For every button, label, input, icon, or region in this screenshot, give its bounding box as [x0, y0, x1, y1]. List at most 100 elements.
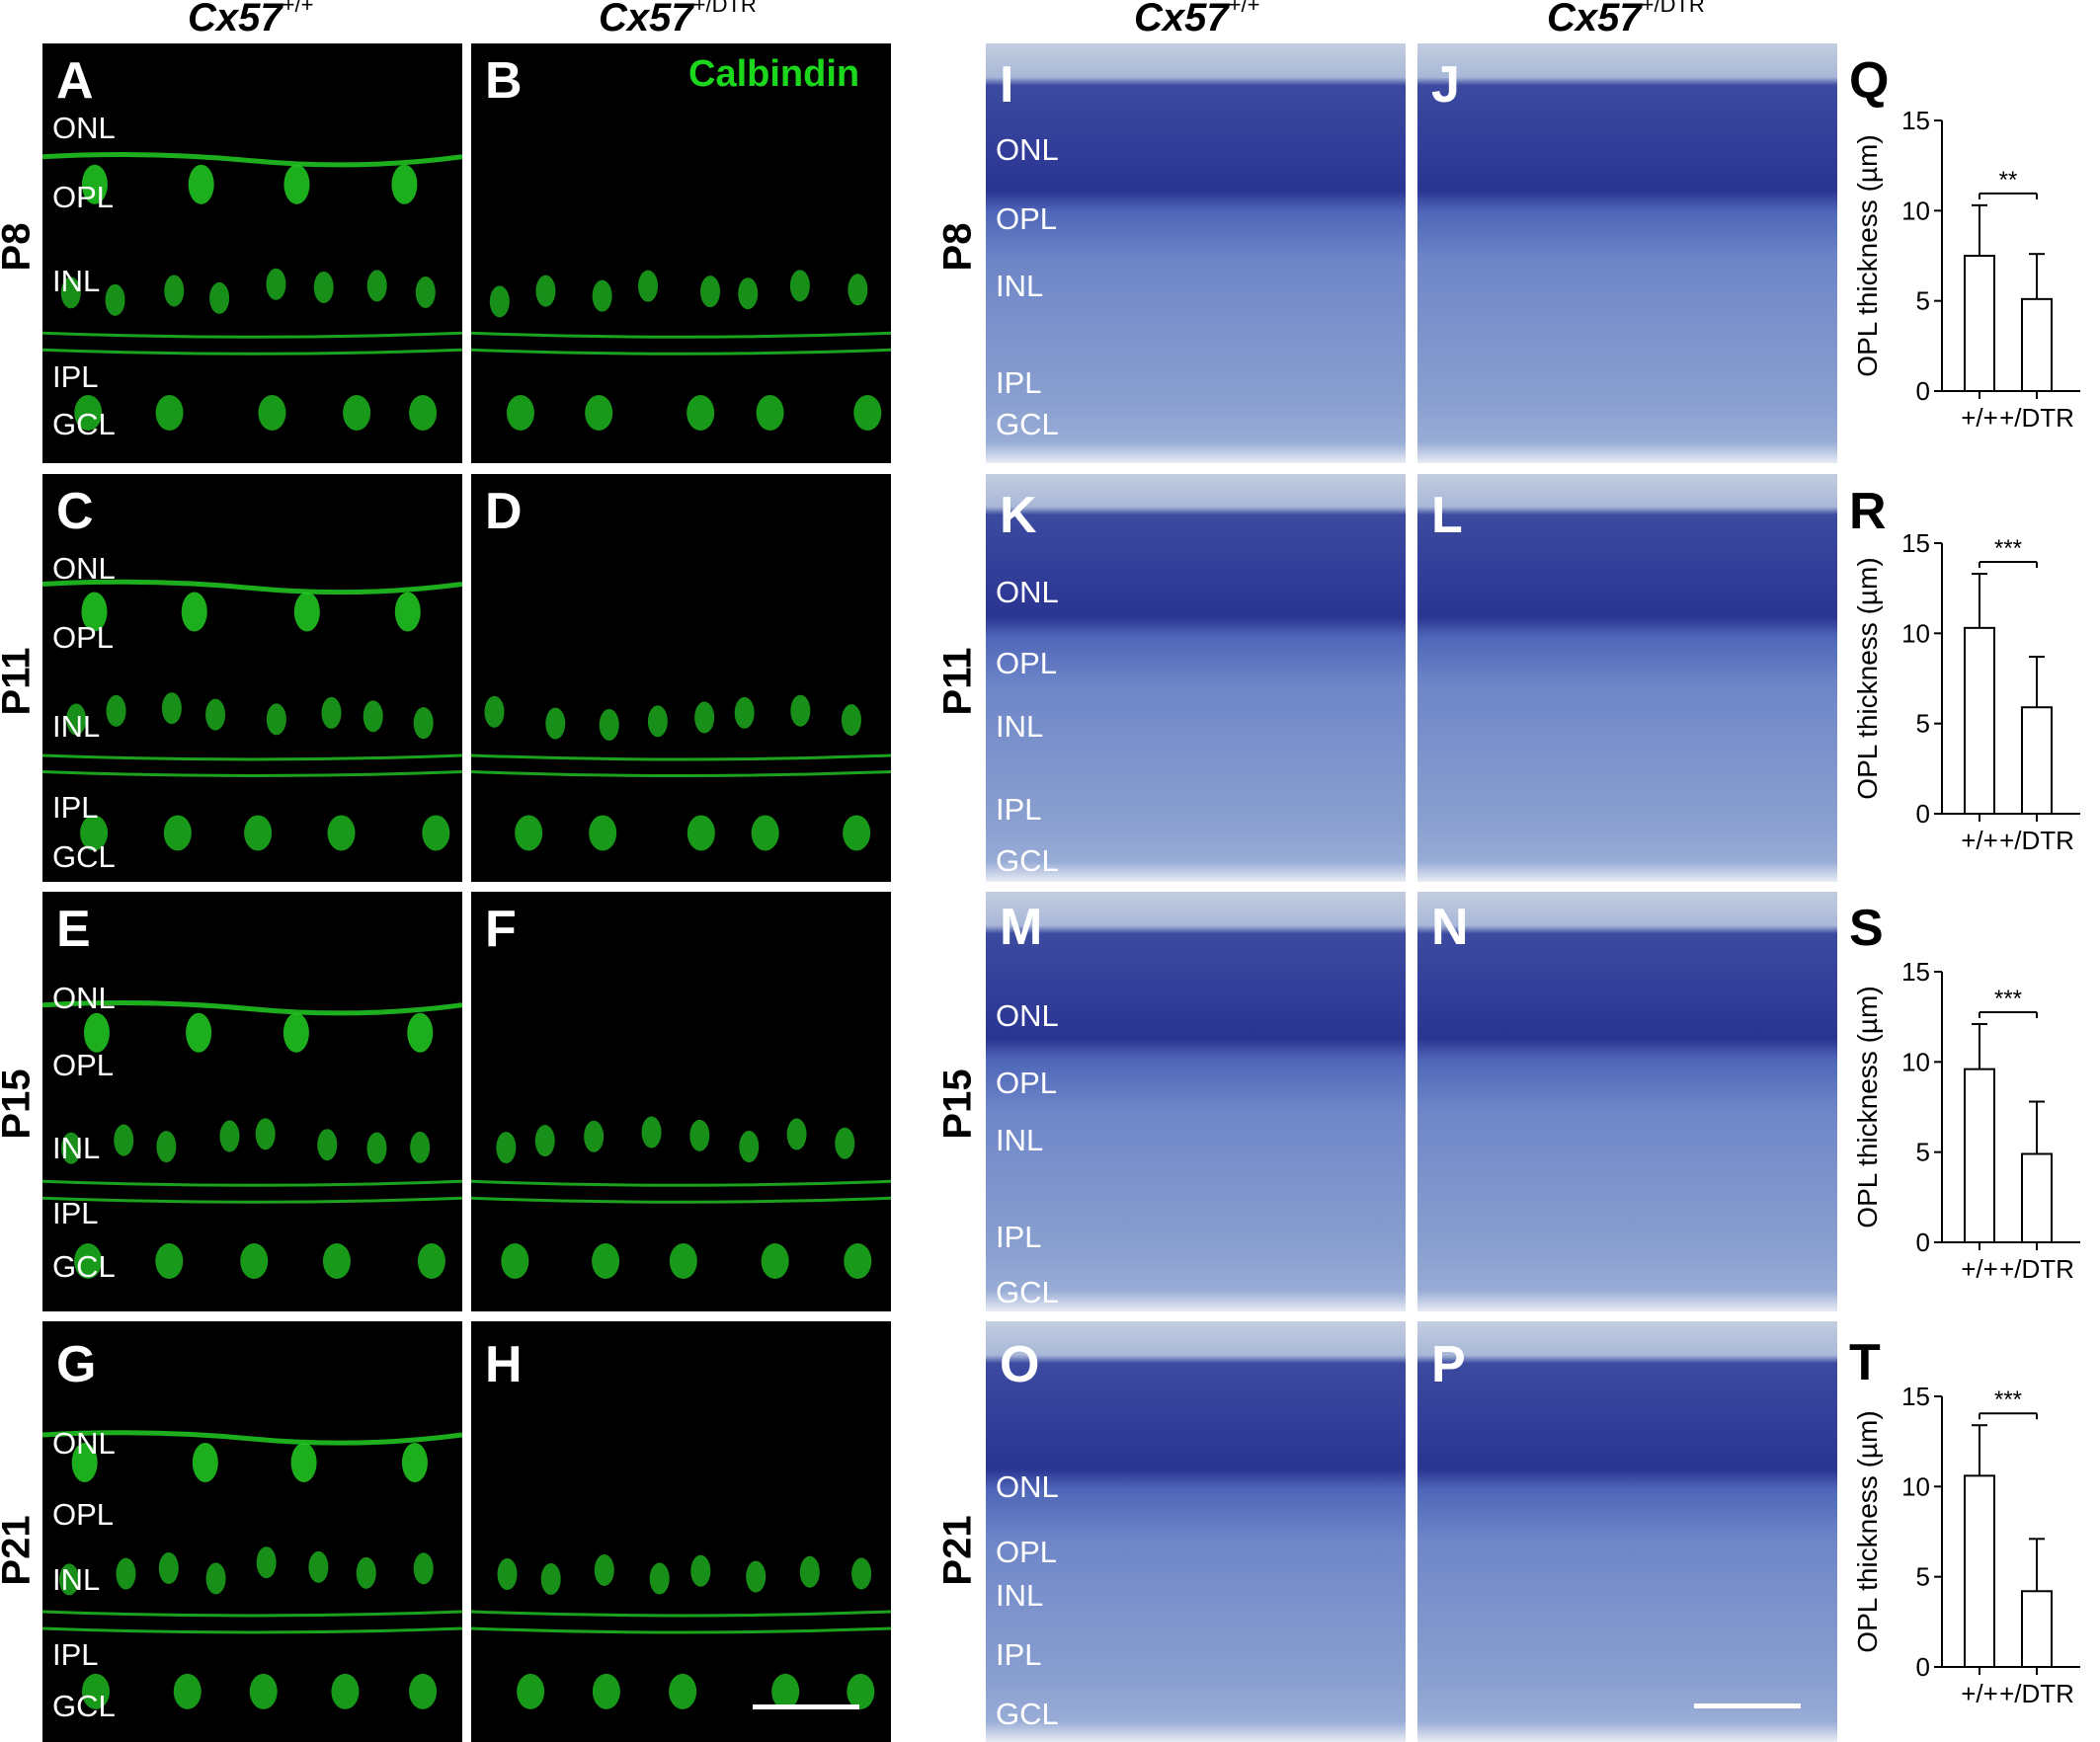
panel-letter: D — [485, 483, 523, 540]
fluor-panel-d: D — [471, 474, 891, 882]
age-label-p8-right: P8 — [935, 222, 980, 272]
y-tick-label: 15 — [1901, 106, 1930, 135]
chart-letter-s: S — [1849, 900, 1884, 957]
layer-label-inl: INL — [52, 709, 101, 744]
layer-label-ipl: IPL — [996, 1220, 1042, 1254]
header-right-dtr: Cx57+/DTR — [1547, 0, 1705, 40]
fluorescence-texture — [471, 694, 891, 851]
layer-label-inl: INL — [996, 1123, 1044, 1157]
x-tick-label: +/+ — [1961, 1254, 1998, 1284]
scale-bar — [753, 1704, 859, 1709]
layer-label-opl: OPL — [52, 1048, 115, 1082]
fluor-panel-f: F — [471, 892, 891, 1311]
layer-label-ipl: IPL — [996, 365, 1042, 400]
layer-label-opl: OPL — [52, 620, 115, 655]
layer-label-gcl: GCL — [996, 843, 1059, 878]
layer-label-onl: ONL — [996, 132, 1059, 167]
age-label-p11-left: P11 — [0, 647, 39, 716]
fluor-panel-g: G ONL OPL INL IPL GCL — [42, 1321, 462, 1742]
layer-label-ipl: IPL — [996, 792, 1042, 827]
x-tick-label: +/DTR — [1999, 1679, 2074, 1708]
layer-label-ipl: IPL — [52, 359, 99, 394]
panel-letter: C — [56, 483, 94, 540]
bar — [2021, 297, 2053, 392]
layer-label-inl: INL — [52, 1131, 101, 1165]
histo-panel-l: L — [1417, 474, 1837, 882]
fluor-panel-c: C ONL OPL INL IPL GCL — [42, 474, 462, 882]
fluorescence-texture — [471, 270, 891, 431]
y-axis-label: OPL thickness (µm) — [1852, 134, 1883, 376]
bar-chart-t: OPL thickness (µm) 0 5 10 15 +/+ +/DTR *** — [1852, 1382, 2080, 1708]
layer-label-ipl: IPL — [52, 790, 99, 825]
y-tick-label: 0 — [1916, 1227, 1930, 1257]
layer-label-opl: OPL — [996, 646, 1058, 680]
fluor-panel-a: A ONL OPL INL IPL GCL — [42, 43, 462, 463]
panel-letter: L — [1431, 487, 1463, 544]
panel-letter: N — [1431, 899, 1469, 956]
y-tick-label: 0 — [1916, 799, 1930, 829]
header-left-dtr: Cx57+/DTR — [599, 0, 757, 40]
histo-panel-i: I ONL OPL INL IPL GCL — [986, 43, 1406, 463]
bar-chart-r: OPL thickness (µm) 0 5 10 15 +/+ +/DTR *** — [1852, 528, 2080, 855]
chart-letter-r: R — [1849, 483, 1887, 540]
layer-label-inl: INL — [52, 1562, 101, 1597]
fluor-panel-b: B Calbindin — [471, 43, 891, 463]
layer-label-gcl: GCL — [996, 1697, 1059, 1731]
age-label-p21-left: P21 — [0, 1515, 39, 1586]
layer-label-onl: ONL — [996, 575, 1059, 609]
fluor-panel-e: E ONL OPL INL IPL GCL — [42, 892, 462, 1311]
bar — [2021, 1590, 2053, 1668]
layer-label-onl: ONL — [52, 111, 116, 145]
fluorescence-texture — [471, 1116, 891, 1279]
panel-letter: G — [56, 1336, 97, 1393]
y-tick-label: 5 — [1916, 1138, 1930, 1167]
histo-panel-p: P — [1417, 1321, 1837, 1742]
fluor-image — [42, 579, 462, 851]
panel-letter: B — [485, 52, 523, 110]
y-tick-label: 10 — [1901, 1047, 1930, 1076]
layer-label-ipl: IPL — [996, 1637, 1042, 1672]
significance-stars: *** — [1994, 535, 2022, 562]
layer-label-gcl: GCL — [52, 839, 116, 874]
bar — [1964, 1068, 1995, 1243]
layer-label-onl: ONL — [52, 1426, 116, 1461]
layer-label-opl: OPL — [996, 1066, 1058, 1100]
fluorescence-texture — [471, 1553, 891, 1709]
fluor-image — [471, 694, 891, 851]
layer-label-gcl: GCL — [52, 407, 116, 441]
y-tick-label: 5 — [1916, 1562, 1930, 1592]
layer-label-inl: INL — [52, 264, 101, 298]
fluorescence-texture — [42, 1000, 462, 1279]
stain-label-calbindin: Calbindin — [688, 53, 860, 95]
panel-letter: M — [1000, 899, 1043, 956]
header-right-wt: Cx57+/+ — [1134, 0, 1260, 40]
y-tick-label: 5 — [1916, 286, 1930, 316]
x-tick-label: +/+ — [1961, 826, 1998, 855]
layer-label-opl: OPL — [996, 1535, 1058, 1569]
age-label-p15-right: P15 — [935, 1069, 980, 1140]
y-tick-label: 0 — [1916, 376, 1930, 406]
bar — [1964, 255, 1995, 392]
significance-stars: ** — [1999, 167, 2018, 194]
y-tick-label: 5 — [1916, 709, 1930, 739]
fluorescence-texture — [42, 579, 462, 851]
chart-letter-q: Q — [1849, 52, 1890, 110]
x-tick-label: +/DTR — [1999, 826, 2074, 855]
layer-label-onl: ONL — [52, 551, 116, 586]
scale-bar — [1694, 1703, 1801, 1708]
histo-panel-o: O ONL OPL INL IPL GCL — [986, 1321, 1406, 1742]
panel-letter: J — [1431, 56, 1460, 114]
layer-label-opl: OPL — [52, 1497, 115, 1532]
y-axis-label: OPL thickness (µm) — [1852, 1410, 1883, 1652]
fluorescence-texture — [42, 1430, 462, 1709]
panel-letter: H — [485, 1336, 523, 1393]
bar-chart-q: OPL thickness (µm) 0 5 10 15 +/+ +/DTR ** — [1852, 106, 2080, 433]
layer-label-opl: OPL — [52, 180, 115, 214]
layer-label-ipl: IPL — [52, 1196, 99, 1230]
chart-letter-t: T — [1849, 1334, 1881, 1391]
y-tick-label: 15 — [1901, 528, 1930, 558]
fluor-image — [471, 270, 891, 431]
fluor-image — [42, 1000, 462, 1279]
bar-chart-s: OPL thickness (µm) 0 5 10 15 +/+ +/DTR *** — [1852, 957, 2080, 1284]
panel-letter: A — [56, 52, 94, 110]
